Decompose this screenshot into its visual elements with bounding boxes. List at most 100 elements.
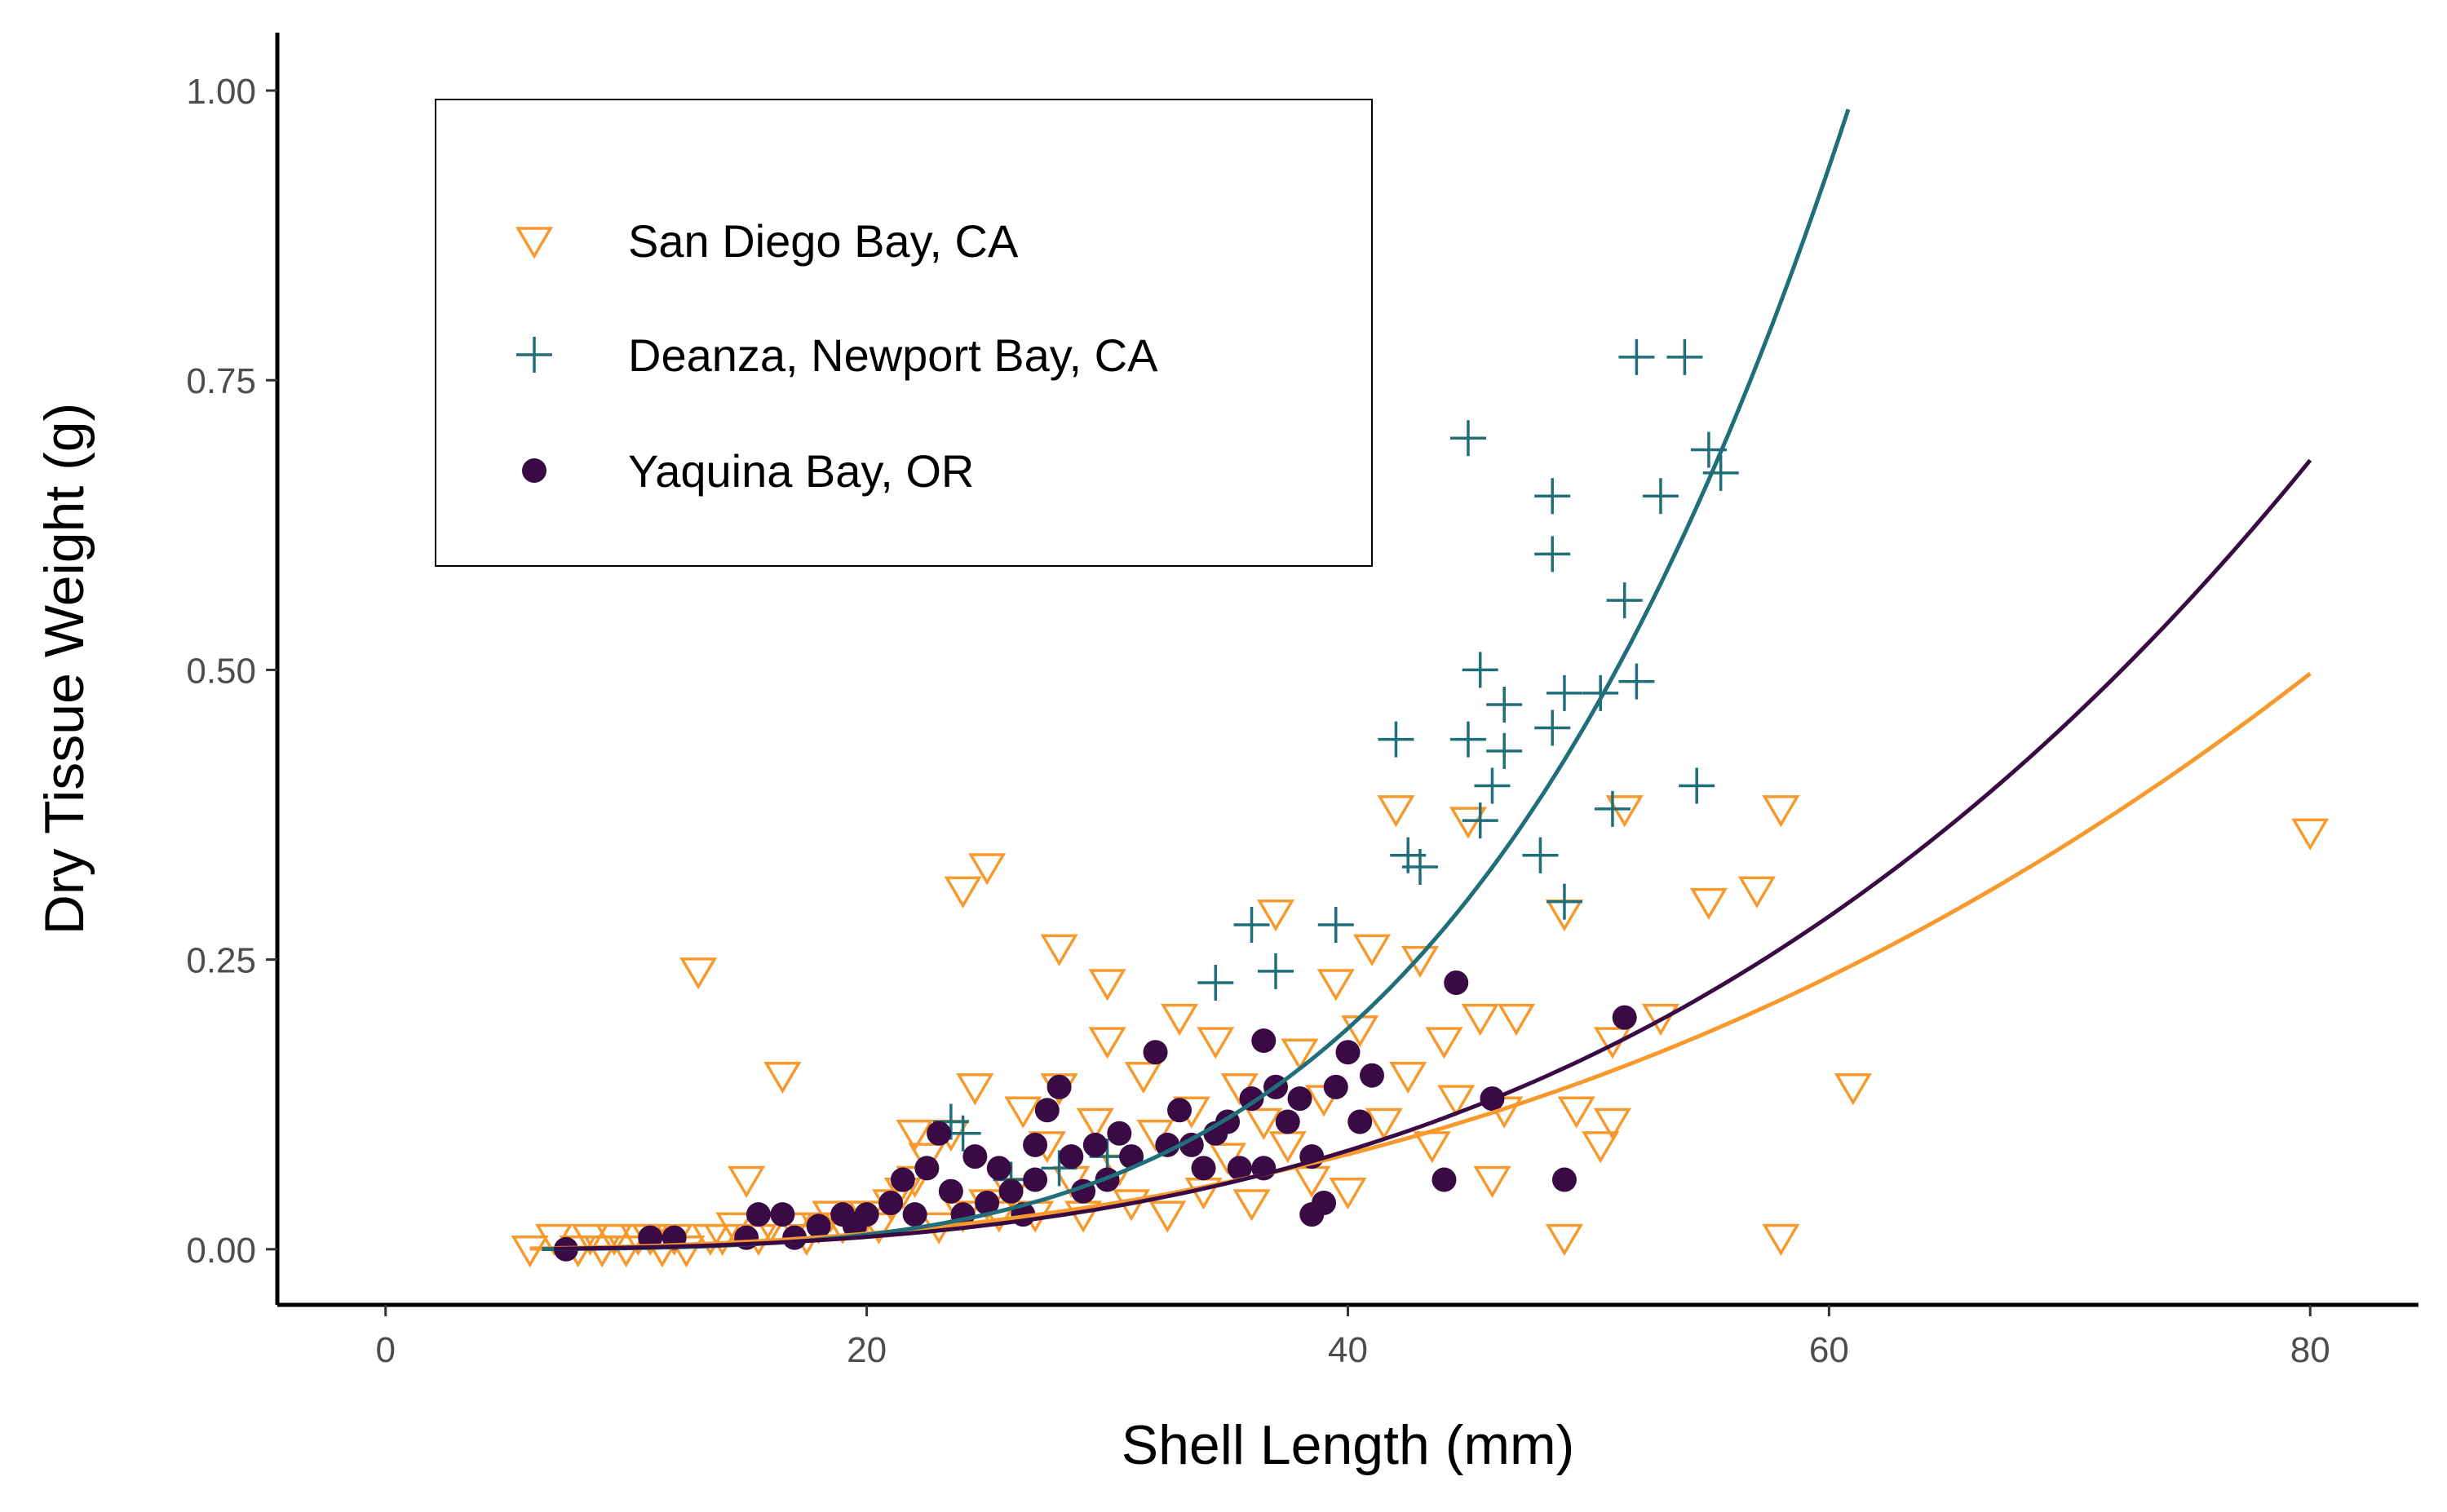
legend-key: [516, 337, 552, 373]
legend: San Diego Bay, CA Deanza, Newport Bay, CA…: [435, 99, 1373, 567]
data-point: [908, 1143, 946, 1175]
data-point: [1088, 969, 1126, 1001]
data-point: [1047, 1074, 1072, 1099]
data-point: [1474, 767, 1511, 804]
data-point: [1534, 536, 1571, 573]
data-point: [1023, 1132, 1048, 1157]
data-point: [1245, 1107, 1283, 1140]
y-axis-title: Dry Tissue Weight (g): [33, 403, 95, 935]
data-point: [1155, 1132, 1180, 1157]
data-point: [1618, 663, 1655, 700]
legend-item: Yaquina Bay, OR: [522, 445, 974, 497]
x-axis-title: Shell Length (mm): [1122, 1414, 1575, 1476]
legend-item: Deanza, Newport Bay, CA: [516, 329, 1158, 381]
y-tick-label: 0.00: [186, 1231, 256, 1271]
series-2-points: [553, 970, 1637, 1262]
y-ticks: 0.00 0.25 0.50 0.75 1.00: [186, 72, 277, 1271]
data-point: [1389, 1061, 1427, 1094]
data-point: [878, 1190, 904, 1215]
data-point: [1335, 1040, 1361, 1065]
data-point: [968, 853, 1007, 886]
data-point: [938, 1178, 963, 1204]
data-point: [1642, 478, 1679, 515]
x-tick-label: 60: [1809, 1330, 1849, 1370]
data-point: [1497, 1003, 1536, 1037]
data-point: [571, 1223, 609, 1257]
data-point: [1702, 454, 1739, 491]
data-point: [1612, 1005, 1637, 1030]
data-point: [1197, 1027, 1235, 1059]
data-point: [703, 1223, 741, 1257]
legend-key: [522, 458, 546, 483]
data-point: [1449, 420, 1486, 457]
data-point: [1148, 1200, 1187, 1233]
data-point: [1618, 338, 1655, 375]
data-point: [1737, 876, 1776, 909]
data-point: [2291, 818, 2330, 851]
data-point: [1593, 1107, 1631, 1140]
series-0-fit-line: [529, 671, 2312, 1251]
legend-label: Yaquina Bay, OR: [628, 445, 974, 497]
data-point: [1582, 1131, 1620, 1164]
data-point: [1522, 837, 1559, 873]
data-point: [1160, 1003, 1199, 1037]
data-point: [583, 1236, 622, 1268]
data-point: [1107, 1121, 1132, 1146]
data-point: [1551, 1167, 1577, 1192]
data-point: [890, 1167, 915, 1192]
x-tick-label: 80: [2290, 1330, 2330, 1370]
data-point: [1268, 1131, 1307, 1164]
data-point: [1088, 1027, 1126, 1059]
legend-items: San Diego Bay, CA Deanza, Newport Bay, CA…: [515, 215, 1158, 497]
data-point: [1444, 970, 1469, 996]
data-point: [1281, 1038, 1319, 1071]
data-point: [1449, 807, 1488, 839]
data-point: [1762, 1223, 1800, 1257]
legend-box: [435, 99, 1373, 567]
data-point: [1275, 1109, 1300, 1134]
data-point: [1557, 1096, 1595, 1129]
data-point: [927, 1121, 952, 1146]
data-point: [854, 1202, 879, 1227]
data-point: [1534, 478, 1571, 515]
legend-item: San Diego Bay, CA: [515, 215, 1019, 267]
data-point: [1023, 1167, 1048, 1192]
data-point: [1486, 687, 1523, 723]
legend-key: [515, 227, 554, 259]
data-point: [1546, 674, 1582, 711]
data-point: [1473, 1165, 1511, 1199]
data-point: [1258, 953, 1294, 989]
data-point: [806, 1214, 831, 1239]
x-tick-label: 0: [375, 1330, 395, 1370]
data-point: [1197, 965, 1234, 1001]
data-point: [1004, 1096, 1042, 1129]
data-point: [595, 1223, 633, 1257]
data-point: [1287, 1086, 1312, 1112]
data-point: [1352, 934, 1392, 966]
data-point: [896, 1119, 934, 1152]
data-point: [1534, 710, 1571, 746]
data-point: [1124, 1061, 1162, 1094]
data-point: [1762, 795, 1800, 828]
x-ticks: 0 20 40 60 80: [375, 1305, 2330, 1370]
data-point: [1365, 1107, 1403, 1140]
data-point: [1076, 1107, 1114, 1140]
data-point: [1400, 945, 1440, 979]
data-point: [1179, 1132, 1204, 1157]
data-point: [1545, 1223, 1584, 1257]
data-point: [1377, 795, 1415, 828]
x-tick-label: 40: [1328, 1330, 1368, 1370]
data-point: [1461, 1003, 1499, 1037]
data-point: [1546, 883, 1582, 920]
plot-area: [511, 108, 2330, 1268]
data-point: [1059, 1144, 1084, 1169]
data-point: [1582, 674, 1619, 711]
data-point: [1679, 767, 1715, 804]
data-point: [1689, 887, 1728, 921]
data-point: [1299, 1202, 1325, 1227]
data-point: [1167, 1098, 1193, 1123]
series-1-points: [932, 338, 1739, 1198]
data-point: [1082, 1132, 1108, 1157]
data-point: [1437, 1085, 1476, 1117]
